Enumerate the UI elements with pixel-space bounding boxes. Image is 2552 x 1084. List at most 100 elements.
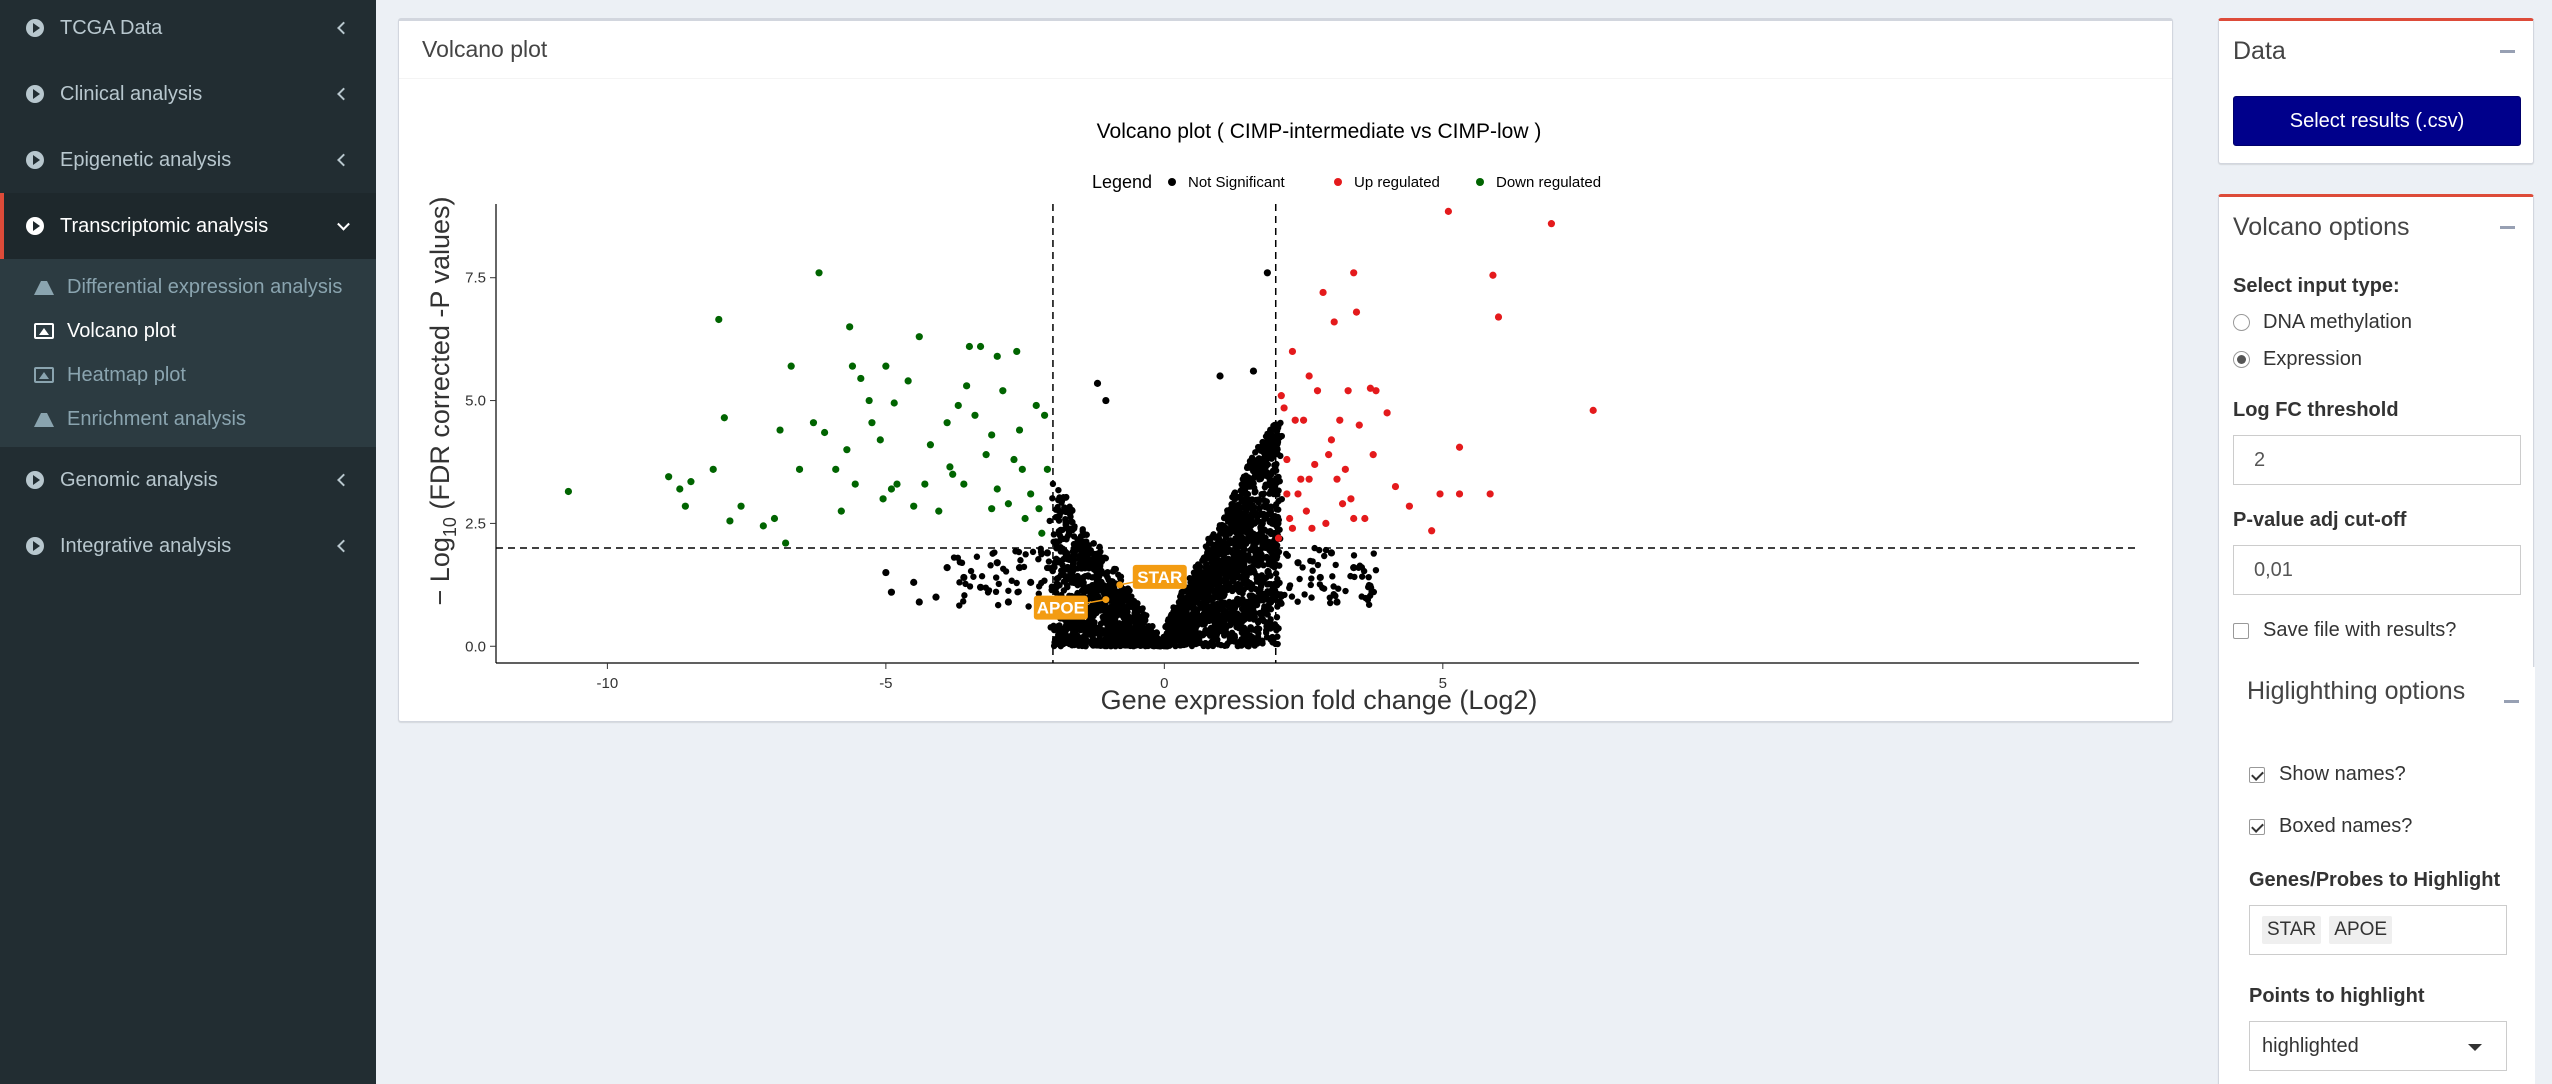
data-point-ns: [1204, 630, 1211, 637]
data-point: [1013, 347, 1021, 356]
data-point-ns: [1221, 566, 1229, 573]
sidebar-item-label: Epigenetic analysis: [60, 148, 232, 171]
data-point-ns: [973, 553, 981, 560]
show-names-checkbox[interactable]: Show names?: [2249, 763, 2406, 786]
radio-circle[interactable]: [2233, 314, 2250, 331]
plot-box-title: Volcano plot: [399, 21, 2172, 79]
data-point-ns: [1183, 608, 1190, 615]
data-point-ns: [1061, 504, 1068, 511]
collapse-minus-icon[interactable]: [2504, 700, 2519, 703]
data-point-ns: [1104, 574, 1111, 581]
select-results-button[interactable]: Select results (.csv): [2233, 96, 2521, 146]
data-point-ns: [1282, 550, 1290, 558]
data-point-ns: [1087, 607, 1095, 615]
data-point-ns: [1234, 586, 1241, 593]
data-point-ns: [1191, 589, 1198, 596]
data-point-ns: [1301, 591, 1308, 598]
logfc-input[interactable]: 2: [2233, 435, 2521, 485]
sidebar-item-transcriptomic-analysis[interactable]: Transcriptomic analysis: [0, 193, 376, 259]
genes-tag-input[interactable]: STAR APOE: [2249, 905, 2507, 955]
data-point-ns: [1277, 599, 1284, 606]
data-point-ns: [1246, 579, 1254, 587]
data-point-ns: [1185, 587, 1192, 594]
data-point-ns: [1110, 597, 1117, 604]
volcano-options-title: Volcano options: [2233, 212, 2410, 241]
data-point: [1040, 411, 1049, 419]
data-point: [988, 431, 996, 439]
data-point: [868, 419, 876, 427]
data-point-ns: [1035, 590, 1042, 597]
data-point-ns: [1235, 529, 1242, 537]
boxed-names-checkbox[interactable]: Boxed names?: [2249, 815, 2412, 838]
data-point: [1311, 460, 1319, 469]
data-point-ns: [1261, 484, 1269, 491]
data-point-ns: [1055, 486, 1062, 494]
subitem-enrichment-analysis[interactable]: Enrichment analysis: [0, 397, 376, 441]
data-point: [821, 428, 829, 437]
checkbox-box-checked[interactable]: [2249, 766, 2265, 783]
data-point-ns: [1046, 565, 1054, 572]
data-point: [965, 342, 974, 351]
data-point-ns: [1270, 422, 1277, 430]
subitem-label: Volcano plot: [67, 319, 176, 342]
collapse-minus-icon[interactable]: [2500, 225, 2515, 229]
data-point-ns: [1308, 575, 1315, 582]
data-point-ns: [1071, 551, 1078, 559]
data-point: [1355, 421, 1363, 429]
data-point-ns: [1270, 446, 1277, 454]
checkbox-box-checked[interactable]: [2249, 818, 2265, 835]
data-point-ns: [1273, 613, 1281, 621]
data-point-ns: [1171, 631, 1178, 638]
data-point-ns: [1231, 604, 1239, 612]
collapse-minus-icon[interactable]: [2500, 49, 2515, 53]
data-point-ns: [1177, 593, 1184, 600]
gene-tag[interactable]: APOE: [2329, 916, 2393, 944]
data-point: [1405, 502, 1413, 510]
data-point-ns: [1025, 603, 1032, 610]
checkbox-label: Boxed names?: [2279, 815, 2413, 837]
data-point-ns: [1080, 555, 1088, 563]
pval-input[interactable]: 0,01: [2233, 545, 2521, 595]
data-point: [1347, 495, 1355, 503]
gene-tag[interactable]: STAR: [2262, 916, 2322, 944]
data-point: [1043, 549, 1051, 557]
checkbox-box[interactable]: [2233, 622, 2249, 639]
data-point-ns: [1316, 581, 1324, 588]
radio-dna-methylation[interactable]: DNA methylation: [2233, 311, 2412, 334]
radio-circle-selected[interactable]: [2233, 351, 2250, 368]
data-box: Data Select results (.csv): [2218, 18, 2534, 164]
sidebar-item-clinical-analysis[interactable]: Clinical analysis: [0, 61, 376, 127]
data-point: [737, 502, 745, 510]
save-file-checkbox[interactable]: Save file with results?: [2233, 619, 2456, 642]
sidebar-item-tcga-data[interactable]: TCGA Data: [0, 0, 376, 61]
sidebar-item-integrative-analysis[interactable]: Integrative analysis: [0, 513, 376, 579]
data-point: [1216, 372, 1224, 380]
radio-expression[interactable]: Expression: [2233, 348, 2362, 371]
data-point-ns: [1271, 451, 1278, 459]
subitem-heatmap-plot[interactable]: Heatmap plot: [0, 353, 376, 397]
points-select[interactable]: highlighted: [2249, 1021, 2507, 1071]
data-point: [1043, 465, 1051, 473]
data-point-ns: [1005, 587, 1012, 594]
data-point-ns: [1194, 561, 1202, 568]
subitem-differential-expression[interactable]: Differential expression analysis: [0, 265, 376, 309]
data-point-ns: [1015, 548, 1023, 556]
chevron-left-icon: [337, 539, 350, 553]
data-point: [1486, 490, 1494, 498]
data-point: [1021, 514, 1029, 523]
data-point: [1288, 347, 1297, 356]
data-point: [1038, 529, 1046, 537]
data-point: [1344, 387, 1352, 395]
data-point-ns: [1105, 623, 1113, 631]
data-point: [1291, 416, 1299, 424]
sidebar-item-genomic-analysis[interactable]: Genomic analysis: [0, 447, 376, 513]
subitem-volcano-plot[interactable]: Volcano plot: [0, 309, 376, 353]
data-point: [963, 382, 971, 390]
data-point-ns: [1132, 619, 1139, 627]
circle-arrow-icon: [26, 471, 44, 489]
data-point-ns: [1307, 581, 1314, 589]
data-point-ns: [1231, 489, 1239, 496]
data-point-ns: [1163, 622, 1170, 630]
radio-label: DNA methylation: [2263, 311, 2412, 333]
sidebar-item-epigenetic-analysis[interactable]: Epigenetic analysis: [0, 127, 376, 193]
